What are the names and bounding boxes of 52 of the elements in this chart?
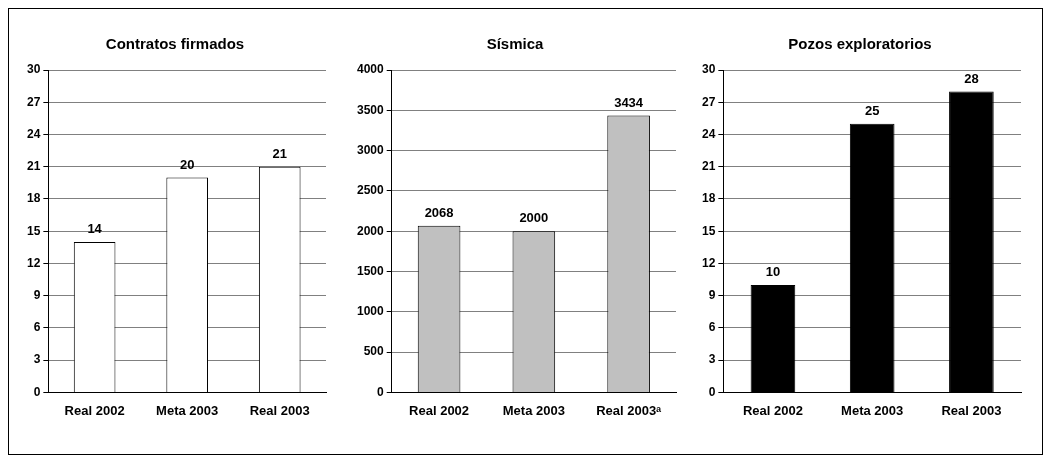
data-label: 21 — [272, 145, 287, 161]
y-tick-label: 1000 — [356, 304, 385, 319]
data-label: 20 — [179, 156, 195, 172]
y-tick-label: 3 — [708, 352, 716, 367]
x-tick-label: Real 2002 — [64, 402, 125, 418]
data-label: 14 — [87, 221, 103, 237]
x-tick-label: Real 2002 — [742, 402, 803, 418]
x-tick-label: Meta 2003 — [156, 402, 219, 418]
y-tick-label: 18 — [26, 191, 41, 206]
y-tick-label: 3 — [33, 352, 41, 367]
data-label: 3434 — [614, 94, 644, 110]
x-tick-label: Real 2003ᵃ — [596, 402, 662, 418]
y-tick-label: 500 — [363, 344, 385, 359]
y-tick-label: 15 — [26, 223, 41, 238]
x-tick-label: Real 2002 — [409, 402, 470, 418]
y-tick-label: 2500 — [356, 183, 385, 198]
data-label: 25 — [864, 102, 880, 118]
y-tick-label: 21 — [701, 159, 716, 174]
y-tick-label: 30 — [701, 62, 716, 77]
y-tick-label: 27 — [701, 94, 716, 109]
data-label: 2000 — [519, 210, 549, 226]
y-tick-label: 0 — [708, 384, 716, 399]
y-tick-label: 2000 — [356, 223, 385, 238]
y-tick-label: 6 — [33, 320, 41, 335]
y-tick-label: 3500 — [356, 102, 385, 117]
y-tick-label: 1500 — [356, 263, 385, 278]
x-tick-label: Meta 2003 — [502, 402, 565, 418]
data-label: 2068 — [424, 204, 454, 220]
y-tick-label: 30 — [26, 62, 41, 77]
y-tick-label: 0 — [377, 384, 385, 399]
y-tick-label: 18 — [701, 191, 716, 206]
y-tick-label: 9 — [708, 287, 716, 302]
x-tick-label: Real 2003 — [941, 402, 1002, 418]
y-tick-label: 6 — [708, 320, 716, 335]
y-tick-label: 21 — [26, 159, 41, 174]
y-tick-label: 12 — [701, 255, 716, 270]
y-tick-label: 24 — [701, 126, 716, 141]
chart-title: Sísmica — [486, 35, 544, 53]
x-tick-label: Real 2003 — [249, 402, 310, 418]
y-tick-label: 3000 — [356, 142, 385, 157]
y-tick-label: 12 — [26, 255, 41, 270]
y-tick-label: 4000 — [356, 62, 385, 77]
y-tick-label: 27 — [26, 94, 41, 109]
x-tick-label: Meta 2003 — [841, 402, 904, 418]
y-tick-label: 9 — [33, 287, 41, 302]
y-tick-label: 0 — [33, 384, 41, 399]
chart-title: Contratos firmados — [105, 35, 245, 53]
y-tick-label: 24 — [26, 126, 41, 141]
y-tick-label: 15 — [701, 223, 716, 238]
chart-title: Pozos exploratorios — [788, 35, 932, 53]
data-label: 28 — [964, 70, 979, 86]
data-label: 10 — [765, 264, 781, 280]
